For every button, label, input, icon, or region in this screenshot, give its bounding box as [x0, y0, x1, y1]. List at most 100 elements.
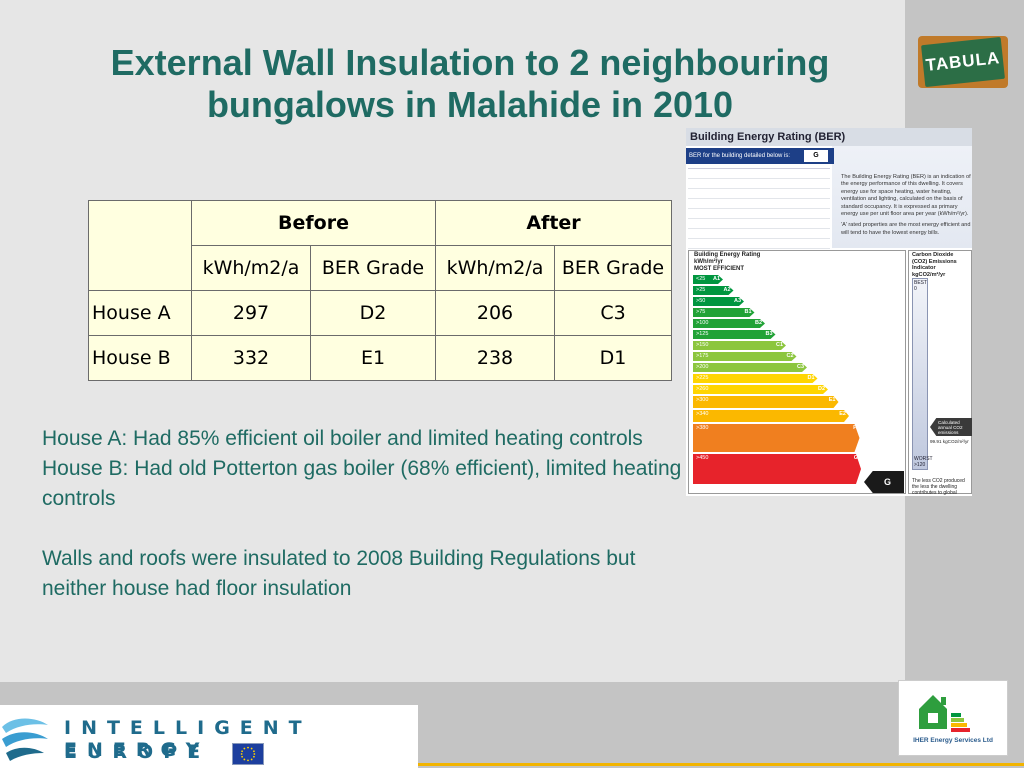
ber-band-a2: >25 A2	[693, 286, 734, 295]
iher-logo: IHER Energy Services Ltd	[898, 680, 1008, 756]
ber-heading: Building Energy Rating (BER)	[686, 128, 972, 146]
iee-line1: INTELLIGENT ENERGY	[64, 717, 312, 761]
footer-accent-line	[418, 763, 1024, 766]
cell-after-grade: D1	[554, 335, 672, 381]
ber-rating-panel	[688, 250, 906, 494]
ber-strip: BER for the building detailed below is:	[686, 148, 834, 164]
ber-band-range: >225	[696, 375, 709, 381]
cell-after-kwh: 206	[435, 290, 555, 336]
ber-band-grade: A3	[733, 298, 741, 304]
ber-band-range: >340	[696, 411, 709, 417]
ber-band-grade: C2	[786, 353, 794, 359]
tabula-logo-text: TABULA	[921, 36, 1005, 88]
iee-swirl-icon	[2, 718, 48, 761]
cell-after-grade: C3	[554, 290, 672, 336]
ber-band-range: >100	[696, 320, 709, 326]
ber-band-range: >25	[696, 287, 706, 293]
house-energy-icon	[919, 695, 970, 732]
cell-after-kwh: 238	[435, 335, 555, 381]
header-after: After	[435, 200, 672, 246]
co2-panel	[908, 250, 972, 494]
header-before: Before	[191, 200, 436, 246]
subheader-before-kwh: kWh/m2/a	[191, 245, 311, 291]
ber-band-range: >125	[696, 331, 709, 337]
description-house-a: House A: Had 85% efficient oil boiler an…	[42, 427, 643, 450]
ber-band-grade: A1	[712, 276, 720, 282]
co2-worst: WORST >120	[914, 456, 933, 468]
ber-band-b3: >125 B3	[693, 330, 776, 339]
table-corner-cell	[88, 200, 192, 291]
co2-footnote: The less CO2 produced the less the dwell…	[912, 478, 965, 496]
ber-info-text: The Building Energy Rating (BER) is an i…	[841, 174, 972, 241]
ber-band-c1: >150 C1	[693, 341, 786, 350]
ber-band-c3: >200 C3	[693, 363, 807, 372]
ber-rating-pointer: G	[864, 471, 904, 493]
slide-title: External Wall Insulation to 2 neighbouri…	[40, 42, 900, 126]
tabula-logo: TABULA	[918, 36, 1008, 88]
eu-flag-icon	[232, 743, 264, 765]
ber-band-grade: B2	[754, 320, 762, 326]
ber-band-e1: >300 E1	[693, 396, 839, 408]
ber-band-grade: C1	[775, 342, 783, 348]
ber-info-2: 'A' rated properties are the most energy…	[841, 222, 971, 236]
table-subheader-row: kWh/m2/a BER Grade kWh/m2/a BER Grade	[89, 245, 672, 291]
ber-band-range: >300	[696, 397, 709, 403]
ber-band-range: >200	[696, 364, 709, 370]
ber-band-a1: <25 A1	[693, 275, 723, 284]
ber-band-g: >450 G	[693, 454, 861, 484]
ber-strip-grade: G	[804, 150, 828, 162]
cell-before-grade: E1	[310, 335, 436, 381]
ber-band-range: >450	[696, 455, 709, 461]
ber-band-grade: C3	[796, 364, 804, 370]
ber-band-d2: >260 D2	[693, 385, 828, 394]
ber-band-b2: >100 B2	[693, 319, 765, 328]
description-text: House A: Had 85% efficient oil boiler an…	[42, 424, 692, 604]
ber-band-grade: A2	[723, 287, 731, 293]
iher-company-name: IHER Energy Services Ltd	[913, 737, 993, 744]
iee-line2: EUROPE	[64, 741, 211, 763]
cell-before-grade: D2	[310, 290, 436, 336]
ber-band-a3: >50 A3	[693, 297, 744, 306]
ber-band-grade: E2	[839, 411, 846, 417]
row-label: House A	[88, 290, 192, 336]
ber-band-grade: B3	[765, 331, 773, 337]
cell-before-kwh: 332	[191, 335, 311, 381]
ber-band-b1: >75 B1	[693, 308, 755, 317]
ber-band-range: >380	[696, 425, 709, 431]
co2-bar	[912, 278, 928, 470]
ber-address-block	[688, 168, 830, 249]
ber-band-range: >75	[696, 309, 706, 315]
ber-band-grade: D1	[807, 375, 815, 381]
ber-band-grade: D2	[817, 386, 825, 392]
row-label: House B	[88, 335, 192, 381]
ber-band-d1: >225 D1	[693, 374, 818, 383]
ber-rating-title: Building Energy Rating kWh/m²/yr MOST EF…	[694, 252, 761, 272]
ber-band-grade: B1	[744, 309, 752, 315]
slide-title-line2: bungalows in Malahide in 2010	[206, 84, 734, 125]
description-house-b: House B: Had old Potterton gas boiler (6…	[42, 457, 682, 510]
ber-band-c2: >175 C2	[693, 352, 797, 361]
table-header-row: Before After	[88, 200, 672, 291]
co2-pointer: Calculated annual CO2 emissions	[930, 418, 972, 436]
energy-comparison-table: Before After kWh/m2/a BER Grade kWh/m2/a…	[88, 200, 672, 381]
cell-before-kwh: 297	[191, 290, 311, 336]
ber-band-range: >50	[696, 298, 706, 304]
table-row: House B 332 E1 238 D1	[88, 335, 672, 381]
description-walls: Walls and roofs were insulated to 2008 B…	[42, 547, 636, 600]
ber-info-1: The Building Energy Rating (BER) is an i…	[841, 174, 971, 218]
ber-band-range: >175	[696, 353, 709, 359]
ber-band-range: >150	[696, 342, 709, 348]
subheader-after-grade: BER Grade	[554, 245, 672, 291]
subheader-after-kwh: kWh/m2/a	[435, 245, 555, 291]
ber-band-range: >260	[696, 386, 709, 392]
ber-band-range: <25	[696, 276, 706, 282]
ber-band-grade: G	[853, 455, 858, 461]
slide-title-line1: External Wall Insulation to 2 neighbouri…	[110, 42, 830, 83]
subheader-before-grade: BER Grade	[310, 245, 436, 291]
co2-best: BEST 0	[914, 280, 928, 292]
ber-band-e2: >340 E2	[693, 410, 849, 422]
co2-title: Carbon Dioxide (CO2) Emissions Indicator…	[912, 252, 957, 278]
ber-certificate-image: Building Energy Rating (BER) BER for the…	[686, 128, 972, 496]
ber-band-f: >380 F	[693, 424, 860, 452]
co2-value: 99.91 kgCO2/m²/yr	[930, 439, 969, 444]
